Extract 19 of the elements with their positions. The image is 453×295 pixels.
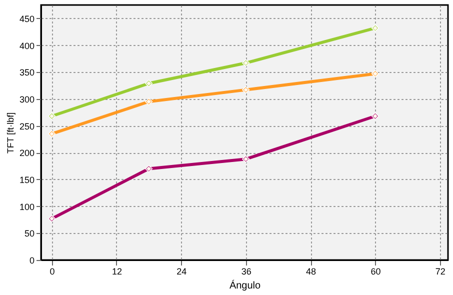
- y-tick-label: 100: [19, 202, 34, 212]
- y-tick-label: 0: [29, 256, 34, 266]
- x-tick-label: 48: [306, 266, 316, 276]
- x-axis-title: Ángulo: [229, 280, 262, 292]
- y-tick-label: 50: [24, 228, 34, 239]
- x-tick-label: 0: [50, 266, 55, 276]
- x-tick-label: 72: [435, 266, 446, 276]
- x-tick-label: 12: [112, 266, 122, 276]
- y-tick-label: 150: [19, 174, 34, 185]
- x-tick-label: 60: [370, 266, 381, 276]
- x-tick-label: 24: [176, 266, 187, 276]
- y-tick-label: 300: [19, 94, 34, 104]
- y-tick-label: 200: [19, 148, 34, 158]
- y-tick-label: 450: [19, 14, 34, 24]
- y-axis-title: TFT [ft·lbf]: [5, 112, 16, 154]
- y-tick-label: 400: [19, 40, 34, 51]
- x-tick-label: 36: [241, 266, 252, 276]
- y-tick-label: 250: [19, 121, 34, 132]
- y-tick-label: 350: [19, 68, 34, 78]
